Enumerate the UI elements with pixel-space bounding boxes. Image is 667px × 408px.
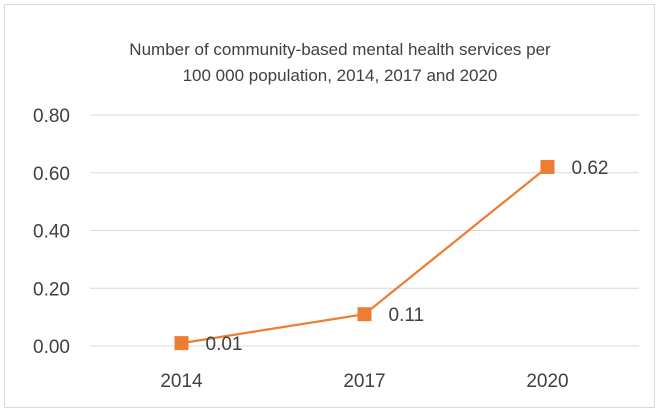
data-point-marker — [174, 336, 189, 351]
y-tick-label: 0.80 — [33, 106, 70, 127]
data-point-marker — [540, 159, 555, 174]
line-chart: Number of community-based mental health … — [33, 40, 639, 392]
data-label: 0.62 — [572, 158, 609, 179]
x-tick-label: 2020 — [526, 371, 568, 392]
y-tick-label: 0.20 — [33, 279, 70, 300]
chart-frame: Number of community-based mental health … — [4, 4, 655, 408]
chart-title-line-2: 100 000 population, 2014, 2017 and 2020 — [183, 66, 498, 85]
data-label: 0.11 — [389, 305, 425, 326]
chart-title-line-1: Number of community-based mental health … — [129, 40, 551, 59]
data-point-marker — [357, 307, 372, 322]
x-tick-label: 2017 — [343, 371, 385, 392]
y-axis-ticks: 0.00 0.20 0.40 0.60 0.80 — [33, 106, 70, 358]
x-axis-ticks: 2014 2017 2020 — [160, 371, 568, 392]
y-tick-label: 0.00 — [33, 337, 70, 358]
y-tick-label: 0.40 — [33, 222, 70, 243]
x-tick-label: 2014 — [160, 371, 203, 392]
data-label: 0.01 — [206, 334, 243, 355]
series-layer: 0.01 0.11 0.62 — [174, 158, 609, 355]
y-tick-label: 0.60 — [33, 164, 70, 185]
